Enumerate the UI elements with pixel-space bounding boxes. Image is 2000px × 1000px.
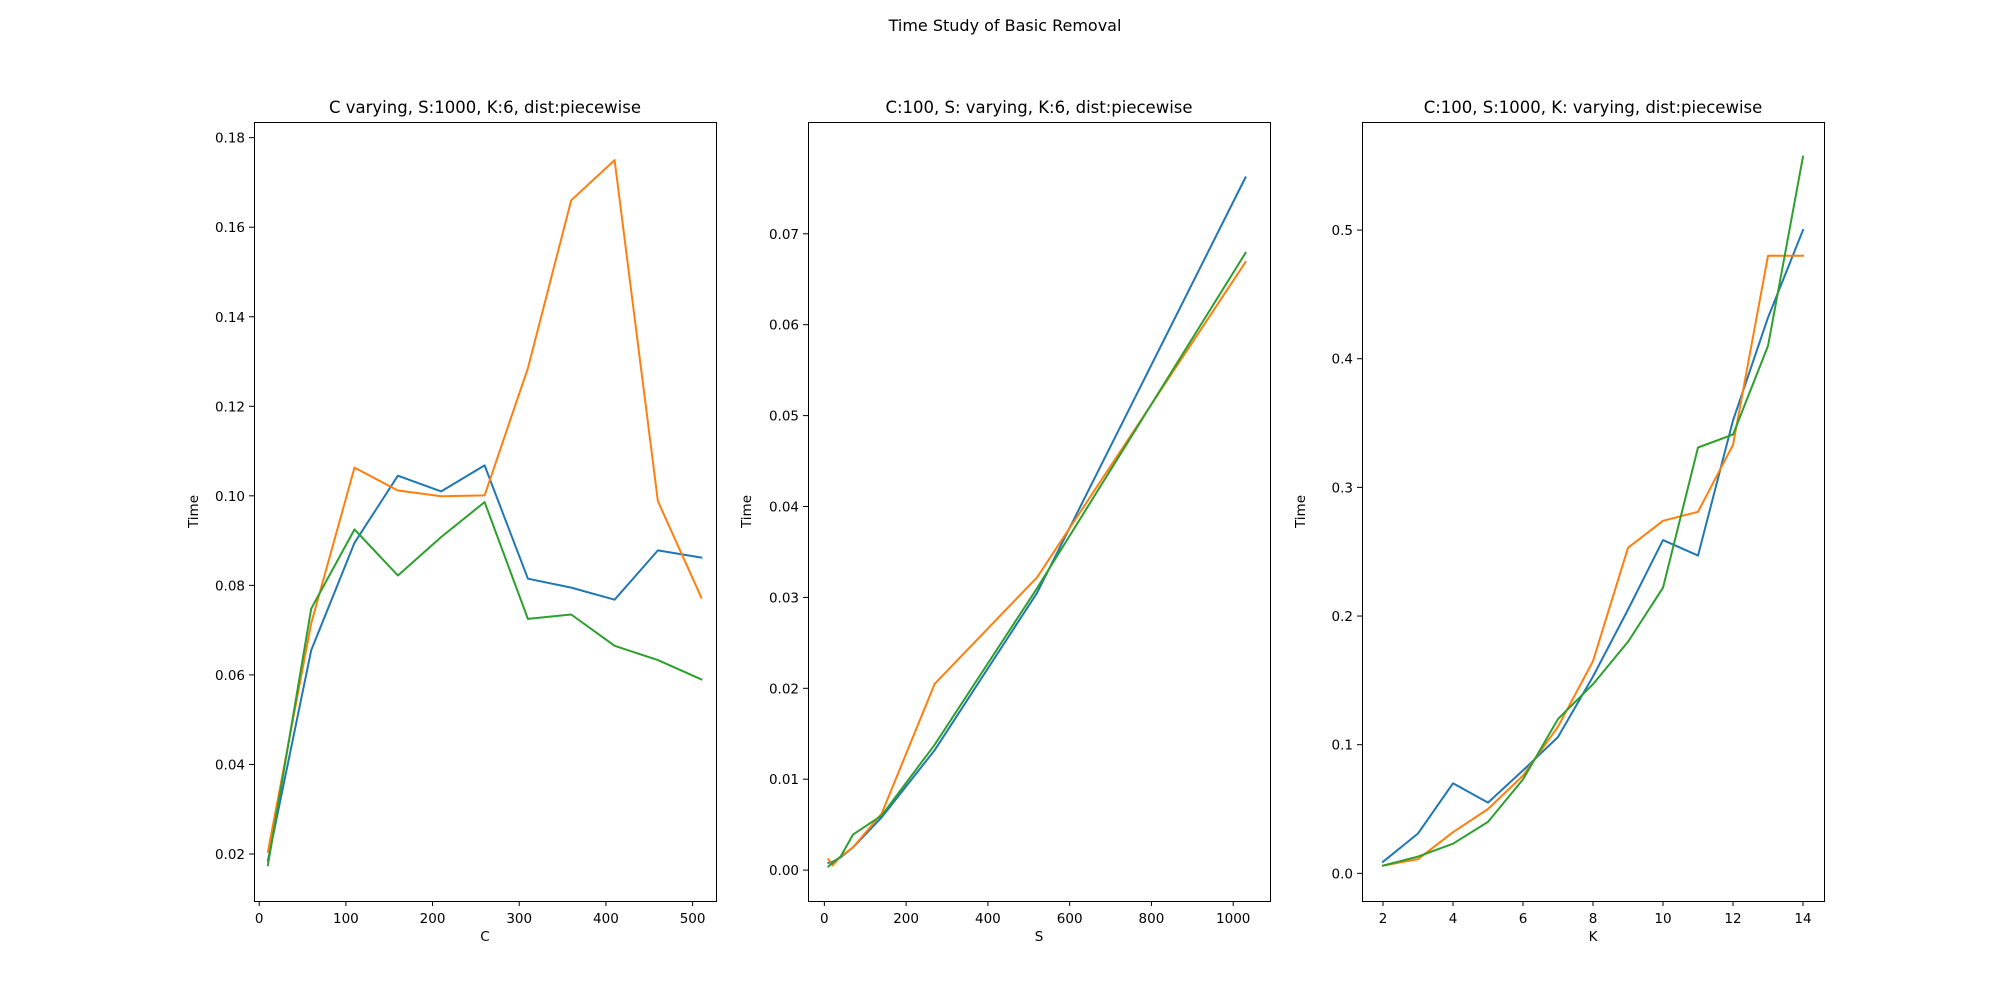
y-tick-label: 0.03 (769, 590, 799, 606)
y-axis-label: Time (739, 495, 755, 529)
series-line-1 (827, 176, 1247, 864)
y-axis-label: Time (1293, 495, 1309, 529)
x-tick-label: 4 (1449, 911, 1458, 927)
subplot-1: 0 100 200 300 400 500 0.02 0.04 0.06 0.08 0.10 0.12… (186, 98, 717, 945)
x-axis-label: K (1589, 929, 1599, 945)
y-tick-label: 0.04 (215, 757, 245, 773)
y-tick-label: 0.4 (1332, 352, 1353, 368)
x-tick-label: 0 (255, 911, 264, 927)
x-tick-label: 400 (975, 911, 1001, 927)
series-line-3 (1381, 155, 1805, 867)
subplot-title: C varying, S:1000, K:6, dist:piecewise (329, 98, 641, 117)
y-tick-label: 0.01 (769, 772, 799, 788)
subplot-title: C:100, S:1000, K: varying, dist:piecewis… (1424, 98, 1763, 117)
y-tick-label: 0.08 (215, 578, 245, 594)
plot-frame (254, 122, 717, 902)
x-axis-label: C (480, 929, 489, 945)
subplot-title: C:100, S: varying, K:6, dist:piecewise (885, 98, 1192, 117)
plot-frame (1362, 122, 1825, 902)
x-tick-label: 10 (1654, 911, 1671, 927)
y-tick-label: 0.1 (1332, 738, 1353, 754)
y-tick-label: 0.06 (215, 668, 245, 684)
x-axis-label: S (1035, 929, 1044, 945)
x-tick-label: 14 (1794, 911, 1811, 927)
y-tick-label: 0.05 (769, 409, 799, 425)
x-tick-label: 200 (893, 911, 919, 927)
x-tick-label: 0 (820, 911, 829, 927)
y-tick-label: 0.0 (1332, 866, 1353, 882)
series-line-1 (266, 464, 703, 862)
y-tick-label: 0.06 (769, 318, 799, 334)
series-line-2 (1381, 254, 1804, 867)
x-tick-label: 100 (333, 911, 359, 927)
x-tick-label: 200 (420, 911, 446, 927)
series-line-3 (266, 501, 703, 867)
y-tick-label: 0.14 (215, 310, 245, 326)
y-tick-label: 0.02 (215, 847, 245, 863)
y-tick-label: 0.07 (769, 227, 799, 243)
y-tick-label: 0.04 (769, 500, 799, 516)
x-tick-label: 300 (506, 911, 532, 927)
y-tick-label: 0.5 (1332, 223, 1353, 239)
series-line-2 (266, 159, 703, 853)
subplot-2: 0 200 400 600 800 1000 0.00 0.01 0.02 0.03 0.04 0.0… (739, 98, 1271, 945)
x-tick-label: 600 (1057, 911, 1083, 927)
y-tick-label: 0.18 (215, 131, 245, 147)
series-line-3 (826, 251, 1247, 868)
plot-frame (808, 122, 1271, 902)
series-line-2 (827, 260, 1247, 867)
y-tick-label: 0.00 (769, 863, 799, 879)
x-tick-label: 500 (680, 911, 706, 927)
x-tick-label: 2 (1379, 911, 1388, 927)
y-axis-label: Time (186, 495, 202, 529)
figure-title: Time Study of Basic Removal (888, 16, 1122, 35)
series-line-1 (1381, 228, 1805, 864)
y-tick-label: 0.2 (1332, 609, 1353, 625)
x-tick-label: 1000 (1216, 911, 1250, 927)
x-tick-label: 8 (1589, 911, 1598, 927)
y-tick-label: 0.10 (215, 489, 245, 505)
x-tick-label: 6 (1519, 911, 1528, 927)
x-tick-label: 12 (1724, 911, 1741, 927)
subplot-3: 2 4 6 8 10 12 14 0.0 0.1 0.2 0.3 0.4 0.5 C:100, S:100… (1293, 98, 1825, 945)
y-tick-label: 0.16 (215, 220, 245, 236)
x-tick-label: 800 (1139, 911, 1165, 927)
x-tick-label: 400 (593, 911, 619, 927)
y-tick-label: 0.3 (1332, 480, 1353, 496)
y-tick-label: 0.12 (215, 399, 245, 415)
y-tick-label: 0.02 (769, 681, 799, 697)
